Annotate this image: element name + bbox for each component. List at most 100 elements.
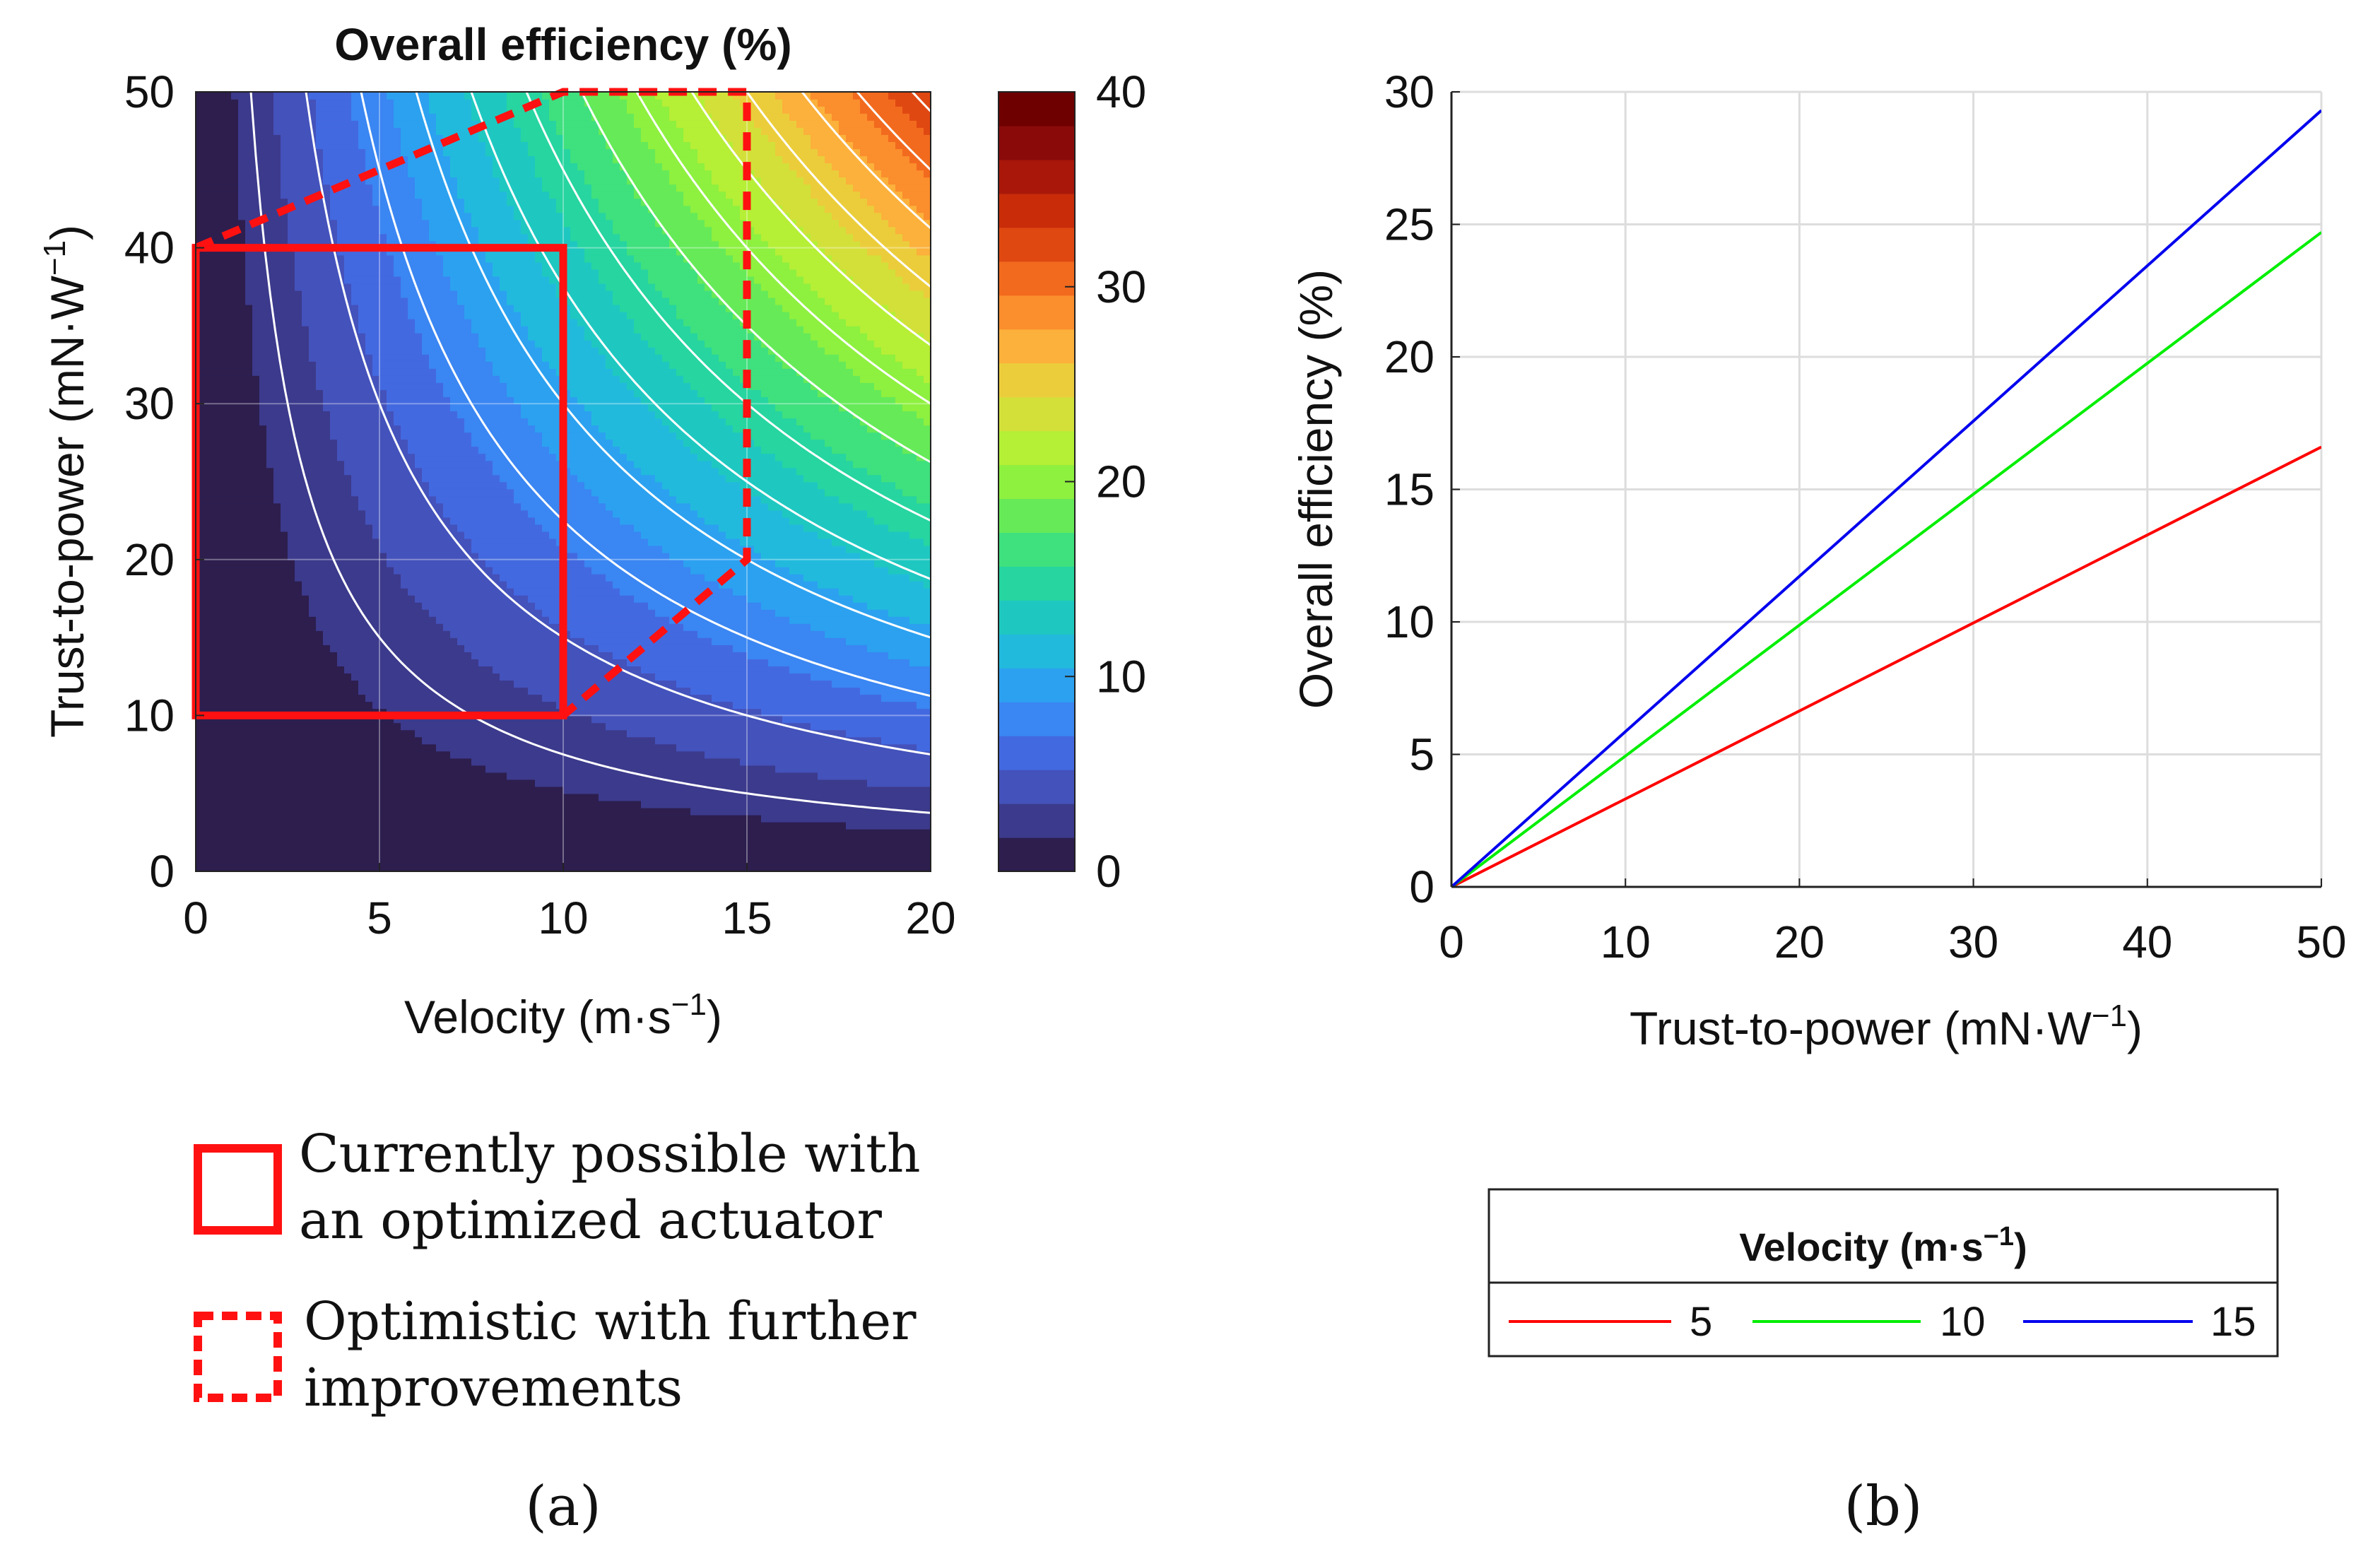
- heatmap-cell: [217, 835, 225, 844]
- heatmap-cell: [231, 311, 239, 319]
- heatmap-cell: [238, 261, 246, 270]
- heatmap-cell: [408, 191, 416, 199]
- heatmap-cell: [295, 269, 302, 277]
- heatmap-cell: [387, 722, 394, 731]
- heatmap-cell: [344, 772, 352, 780]
- heatmap-cell: [422, 842, 430, 851]
- heatmap-cell: [507, 821, 514, 830]
- heatmap-cell: [309, 361, 317, 369]
- heatmap-cell: [238, 205, 246, 213]
- heatmap-cell: [295, 481, 302, 490]
- heatmap-cell: [422, 134, 430, 142]
- heatmap-cell: [500, 736, 507, 745]
- heatmap-cell: [379, 828, 387, 837]
- heatmap-cell: [245, 538, 253, 546]
- heatmap-cell: [316, 141, 324, 150]
- heatmap-cell: [231, 460, 239, 469]
- heatmap-cell: [281, 510, 288, 518]
- heatmap-cell: [464, 694, 472, 702]
- heatmap-cell: [259, 729, 267, 738]
- heatmap-cell: [203, 332, 211, 341]
- heatmap-cell: [273, 481, 281, 490]
- heatmap-cell: [500, 835, 507, 844]
- heatmap-cell: [379, 106, 387, 114]
- heatmap-cell: [457, 772, 465, 780]
- heatmap-cell: [224, 694, 232, 702]
- heatmap-cell: [394, 99, 401, 107]
- heatmap-cell: [485, 793, 493, 801]
- heatmap-cell: [471, 587, 479, 596]
- heatmap-cell: [231, 517, 239, 525]
- heatmap-cell: [238, 233, 246, 242]
- heatmap-cell: [408, 481, 416, 490]
- heatmap-cell: [443, 254, 451, 263]
- heatmap-cell: [323, 687, 331, 695]
- heatmap-cell: [217, 630, 225, 638]
- heatmap-cell: [365, 608, 373, 617]
- heatmap-cell: [210, 446, 218, 454]
- heatmap-cell: [372, 857, 380, 865]
- heatmap-cell: [457, 389, 465, 397]
- heatmap-cell: [443, 573, 451, 582]
- heatmap-cell: [436, 779, 444, 787]
- heatmap-cell: [464, 736, 472, 745]
- heatmap-cell: [507, 779, 514, 787]
- heatmap-cell: [450, 729, 458, 738]
- heatmap-cell: [408, 772, 416, 780]
- heatmap-cell: [365, 276, 373, 284]
- heatmap-cell: [302, 828, 310, 837]
- heatmap-cell: [471, 807, 479, 816]
- heatmap-cell: [288, 566, 295, 575]
- heatmap-cell: [436, 552, 444, 560]
- heatmap-cell: [493, 191, 500, 199]
- heatmap-cell: [302, 382, 310, 390]
- heatmap-cell: [196, 155, 204, 164]
- heatmap-cell: [231, 559, 239, 567]
- heatmap-cell: [365, 623, 373, 631]
- heatmap-cell: [500, 354, 507, 362]
- heatmap-cell: [259, 842, 267, 851]
- heatmap-cell: [288, 659, 295, 667]
- heatmap-cell: [507, 382, 514, 390]
- heatmap-cell: [471, 141, 479, 150]
- heatmap-cell: [372, 233, 380, 242]
- heatmap-cell: [302, 495, 310, 504]
- heatmap-cell: [365, 382, 373, 390]
- heatmap-cell: [493, 800, 500, 808]
- heatmap-cell: [273, 184, 281, 192]
- heatmap-cell: [443, 814, 451, 823]
- heatmap-cell: [365, 92, 373, 100]
- heatmap-cell: [415, 361, 423, 369]
- heatmap-cell: [443, 290, 451, 298]
- heatmap-cell: [309, 332, 317, 341]
- heatmap-cell: [203, 453, 211, 461]
- heatmap-cell: [372, 219, 380, 228]
- heatmap-cell: [295, 155, 302, 164]
- heatmap-cell: [422, 545, 430, 553]
- heatmap-cell: [309, 637, 317, 645]
- heatmap-cell: [281, 495, 288, 504]
- heatmap-cell: [337, 864, 345, 871]
- heatmap-cell: [514, 659, 522, 667]
- heatmap-cell: [436, 311, 444, 319]
- heatmap-cell: [372, 368, 380, 376]
- heatmap-cell: [401, 750, 408, 759]
- heatmap-cell: [238, 814, 246, 823]
- heatmap-cell: [394, 666, 401, 674]
- heatmap-cell: [351, 729, 359, 738]
- heatmap-cell: [203, 793, 211, 801]
- heatmap-cell: [231, 864, 239, 871]
- heatmap-cell: [252, 446, 260, 454]
- heatmap-cell: [478, 290, 486, 298]
- heatmap-cell: [337, 283, 345, 291]
- heatmap-cell: [429, 460, 437, 469]
- heatmap-cell: [330, 163, 338, 171]
- heatmap-cell: [259, 297, 267, 305]
- heatmap-cell: [309, 439, 317, 447]
- heatmap-cell: [309, 141, 317, 150]
- heatmap-cell: [358, 318, 366, 326]
- heatmap-cell: [344, 467, 352, 476]
- heatmap-cell: [471, 226, 479, 235]
- heatmap-cell: [401, 318, 408, 326]
- heatmap-cell: [231, 807, 239, 816]
